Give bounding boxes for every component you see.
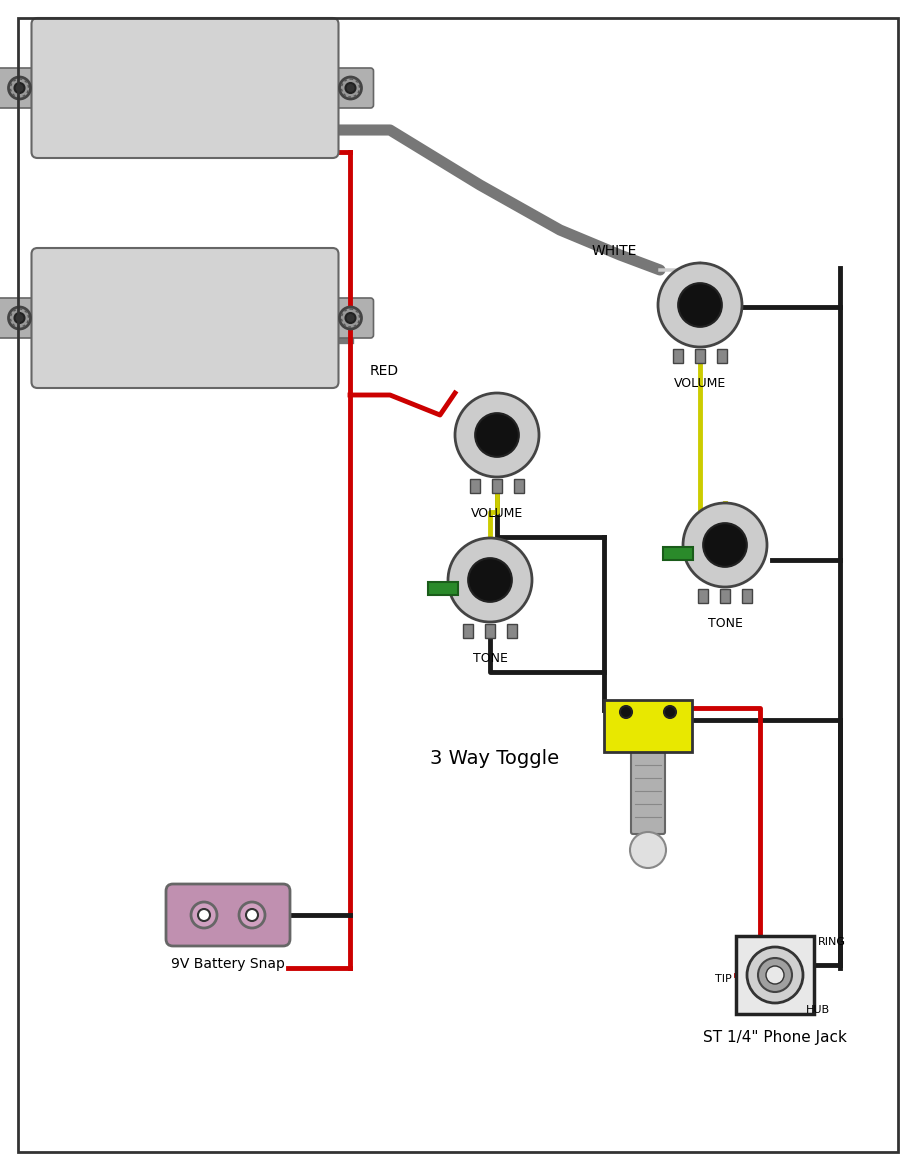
Bar bbox=[507, 624, 517, 638]
Text: 9V Battery Snap: 9V Battery Snap bbox=[171, 957, 285, 971]
Bar bbox=[663, 546, 693, 559]
Circle shape bbox=[678, 283, 722, 326]
Text: TIP: TIP bbox=[715, 973, 732, 984]
Text: VOLUME: VOLUME bbox=[674, 377, 726, 390]
Bar bbox=[428, 581, 458, 594]
Text: VOLUME: VOLUME bbox=[471, 507, 523, 519]
FancyBboxPatch shape bbox=[328, 68, 374, 108]
Circle shape bbox=[15, 83, 25, 92]
Bar bbox=[742, 589, 752, 603]
Circle shape bbox=[476, 413, 519, 456]
FancyBboxPatch shape bbox=[166, 885, 290, 947]
Bar bbox=[699, 589, 708, 603]
Bar bbox=[717, 349, 727, 363]
Circle shape bbox=[766, 966, 784, 984]
Bar bbox=[492, 479, 502, 493]
Circle shape bbox=[664, 706, 676, 718]
Circle shape bbox=[455, 393, 539, 477]
Circle shape bbox=[246, 909, 258, 921]
Bar bbox=[464, 624, 473, 638]
Circle shape bbox=[468, 558, 512, 601]
Circle shape bbox=[340, 307, 362, 329]
Circle shape bbox=[15, 314, 25, 323]
Bar bbox=[514, 479, 524, 493]
Circle shape bbox=[8, 307, 30, 329]
Circle shape bbox=[191, 902, 217, 928]
Text: RED: RED bbox=[370, 364, 399, 378]
Circle shape bbox=[630, 832, 666, 868]
Text: RING: RING bbox=[818, 937, 846, 947]
Circle shape bbox=[345, 314, 355, 323]
Circle shape bbox=[658, 263, 742, 347]
Circle shape bbox=[345, 83, 355, 92]
Circle shape bbox=[448, 538, 532, 622]
Circle shape bbox=[8, 77, 30, 99]
FancyBboxPatch shape bbox=[0, 68, 42, 108]
Circle shape bbox=[239, 902, 265, 928]
FancyBboxPatch shape bbox=[31, 248, 339, 388]
FancyBboxPatch shape bbox=[631, 750, 665, 834]
Circle shape bbox=[747, 947, 803, 1003]
Bar bbox=[673, 349, 683, 363]
FancyBboxPatch shape bbox=[31, 18, 339, 158]
Text: WHITE: WHITE bbox=[592, 245, 637, 259]
Text: HUB: HUB bbox=[806, 1005, 830, 1016]
Circle shape bbox=[703, 523, 747, 566]
Text: ST 1/4" Phone Jack: ST 1/4" Phone Jack bbox=[703, 1030, 847, 1045]
Bar bbox=[720, 589, 730, 603]
FancyBboxPatch shape bbox=[0, 298, 42, 338]
Text: TONE: TONE bbox=[473, 652, 508, 665]
Circle shape bbox=[620, 706, 632, 718]
Circle shape bbox=[758, 958, 792, 992]
Bar bbox=[604, 700, 692, 752]
Text: TONE: TONE bbox=[708, 617, 743, 629]
Bar bbox=[485, 624, 495, 638]
FancyBboxPatch shape bbox=[328, 298, 374, 338]
Circle shape bbox=[340, 77, 362, 99]
Text: 3 Way Toggle: 3 Way Toggle bbox=[430, 749, 559, 768]
Circle shape bbox=[198, 909, 210, 921]
Bar bbox=[736, 936, 814, 1014]
Bar bbox=[695, 349, 705, 363]
Circle shape bbox=[683, 503, 767, 587]
Bar bbox=[470, 479, 480, 493]
